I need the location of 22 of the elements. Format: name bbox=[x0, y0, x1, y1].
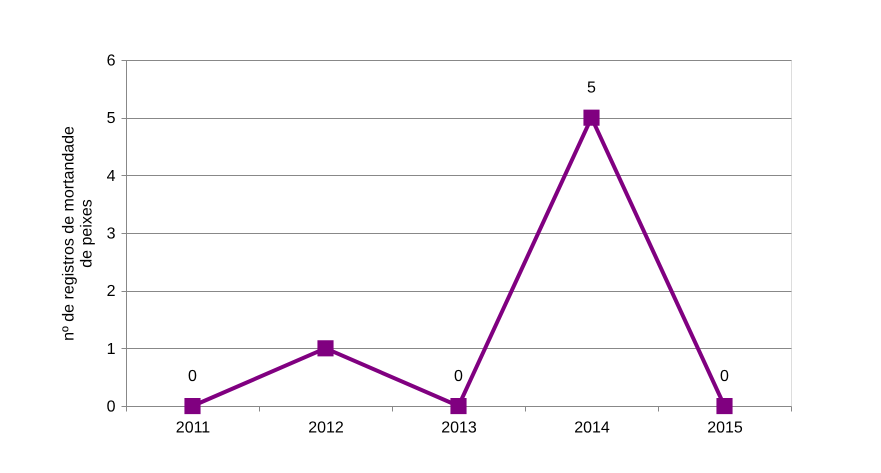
data-label: 0 bbox=[188, 368, 198, 385]
y-tick-label: 5 bbox=[106, 110, 116, 128]
y-axis-title: nº de registros de mortandade de peixes bbox=[60, 126, 96, 341]
x-tick-label: 2014 bbox=[574, 420, 610, 436]
y-tick-label: 1 bbox=[106, 340, 116, 358]
data-label: 0 bbox=[720, 368, 730, 385]
point bbox=[317, 340, 334, 356]
y-tick-label: 6 bbox=[106, 52, 116, 70]
y-tick-label: 0 bbox=[106, 398, 116, 416]
x-tick-label: 2013 bbox=[441, 420, 477, 436]
x-tick-label: 2015 bbox=[707, 420, 743, 436]
x-tick-label: 2011 bbox=[176, 420, 210, 436]
x-tick-label: 2012 bbox=[308, 420, 344, 436]
point bbox=[583, 110, 600, 126]
point bbox=[716, 398, 733, 414]
data-label: 5 bbox=[587, 80, 596, 97]
point bbox=[450, 398, 467, 414]
point bbox=[184, 398, 201, 414]
y-tick-label: 3 bbox=[106, 226, 116, 242]
y-tick-label: 2 bbox=[106, 283, 116, 300]
data-label: 0 bbox=[454, 368, 464, 385]
y-tick-label: 4 bbox=[106, 168, 116, 185]
